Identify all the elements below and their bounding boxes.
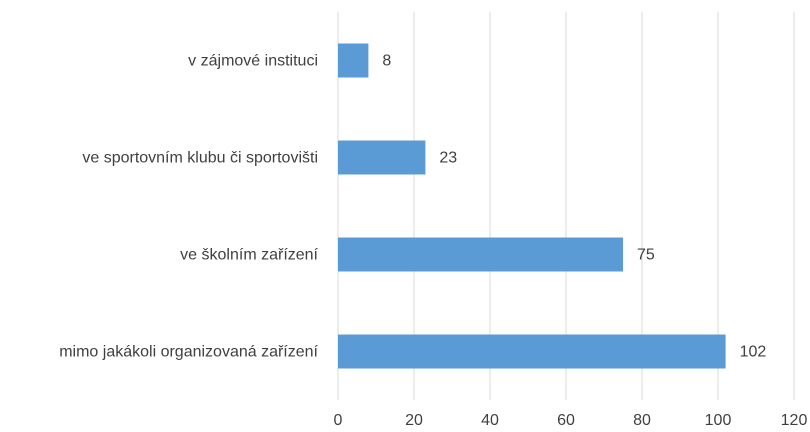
x-tick-label: 80 — [633, 412, 651, 429]
y-tick-label: v zájmové instituci — [188, 53, 318, 70]
x-tick-label: 40 — [481, 412, 499, 429]
bar — [338, 43, 369, 78]
bar — [338, 334, 726, 369]
data-label: 102 — [740, 344, 767, 361]
x-tick-label: 0 — [334, 412, 343, 429]
bar — [338, 140, 426, 175]
y-tick-label: mimo jakákoli organizovaná zařízení — [59, 344, 318, 361]
x-tick-label: 60 — [557, 412, 575, 429]
data-label: 75 — [637, 247, 655, 264]
x-tick-label: 100 — [705, 412, 732, 429]
data-label: 23 — [439, 150, 457, 167]
y-tick-label: ve školním zařízení — [180, 247, 318, 264]
x-tick-label: 20 — [405, 412, 423, 429]
y-tick-label: ve sportovním klubu či sportovišti — [82, 150, 318, 167]
data-label: 8 — [382, 53, 391, 70]
x-tick-label: 120 — [781, 412, 808, 429]
bar — [338, 237, 623, 272]
